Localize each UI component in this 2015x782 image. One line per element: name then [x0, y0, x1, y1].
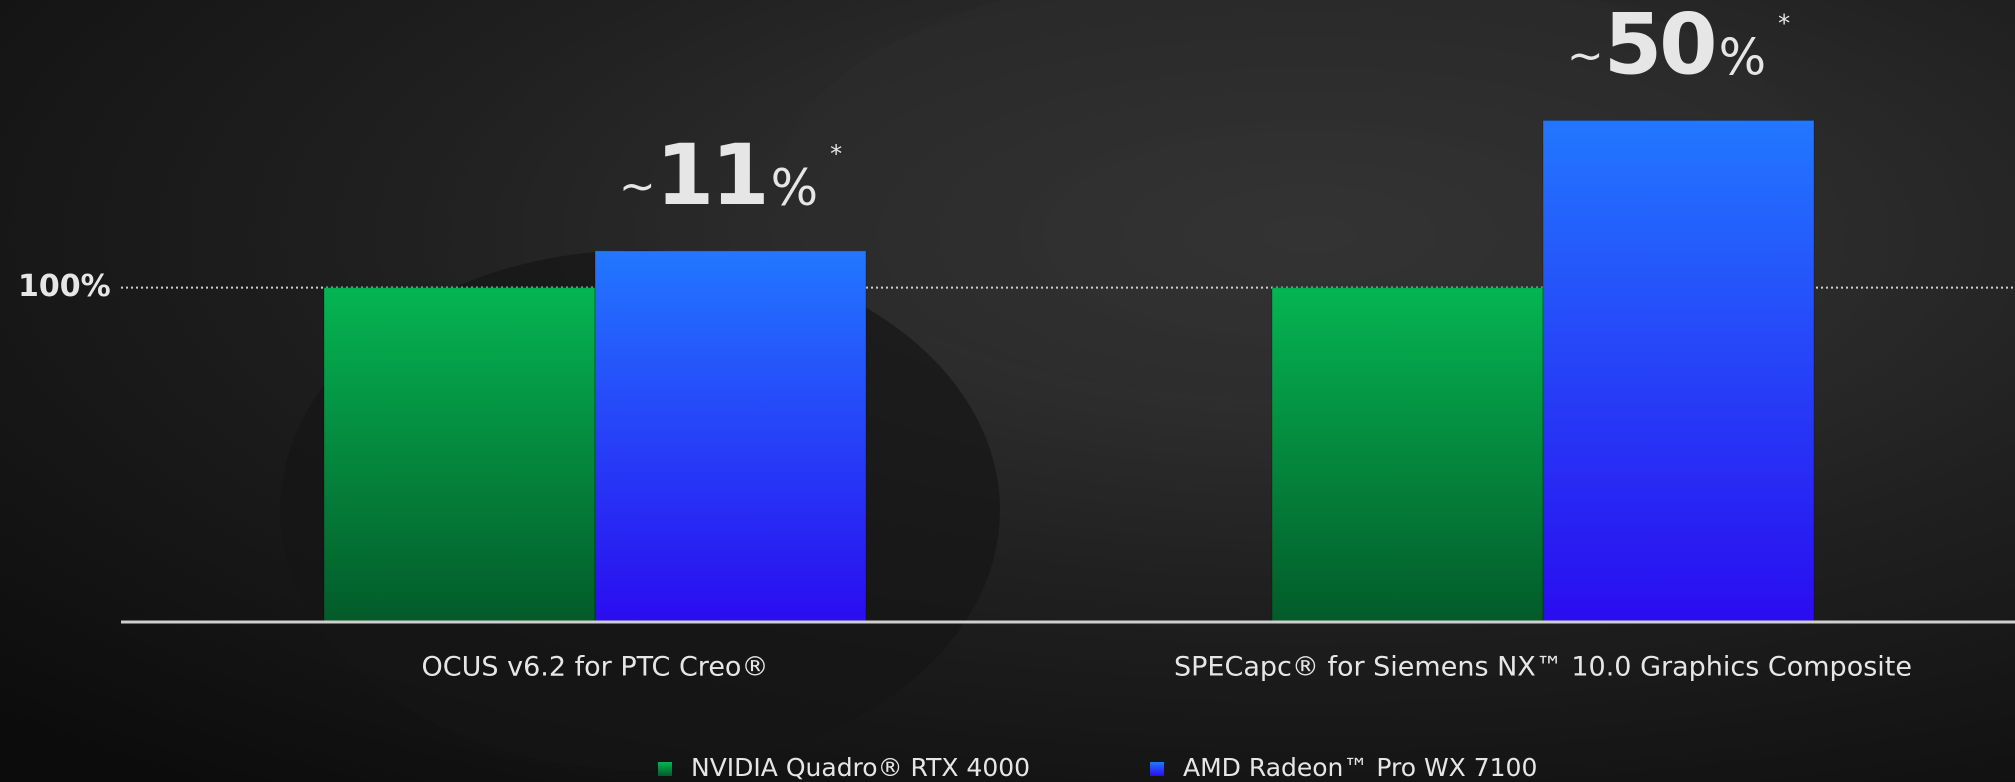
annotation: ~50% * [1567, 0, 1790, 93]
legend-swatch [1150, 762, 1164, 776]
annotation-number: 11 [656, 126, 767, 224]
annotation-number: 50 [1604, 0, 1715, 93]
annotation-prefix: ~ [619, 161, 656, 212]
annotation-suffix: % [1719, 28, 1767, 86]
annotation-suffix: % [771, 158, 819, 216]
bar [594, 250, 867, 623]
y-tick-label: 100% [18, 269, 111, 304]
bar [323, 287, 596, 623]
bar [1542, 119, 1815, 623]
bar [1271, 287, 1544, 623]
x-tick-label: OCUS v6.2 for PTC Creo® [422, 652, 769, 683]
annotation-mark: * [830, 140, 842, 168]
annotation: ~11% * [619, 126, 842, 224]
legend-label: NVIDIA Quadro® RTX 4000 [691, 753, 1030, 782]
annotation-prefix: ~ [1567, 30, 1604, 81]
legend-swatch [658, 762, 672, 776]
annotation-mark: * [1778, 9, 1790, 37]
legend-label: AMD Radeon™ Pro WX 7100 [1183, 753, 1537, 782]
x-tick-label: SPECapc® for Siemens NX™ 10.0 Graphics C… [1174, 652, 1912, 683]
